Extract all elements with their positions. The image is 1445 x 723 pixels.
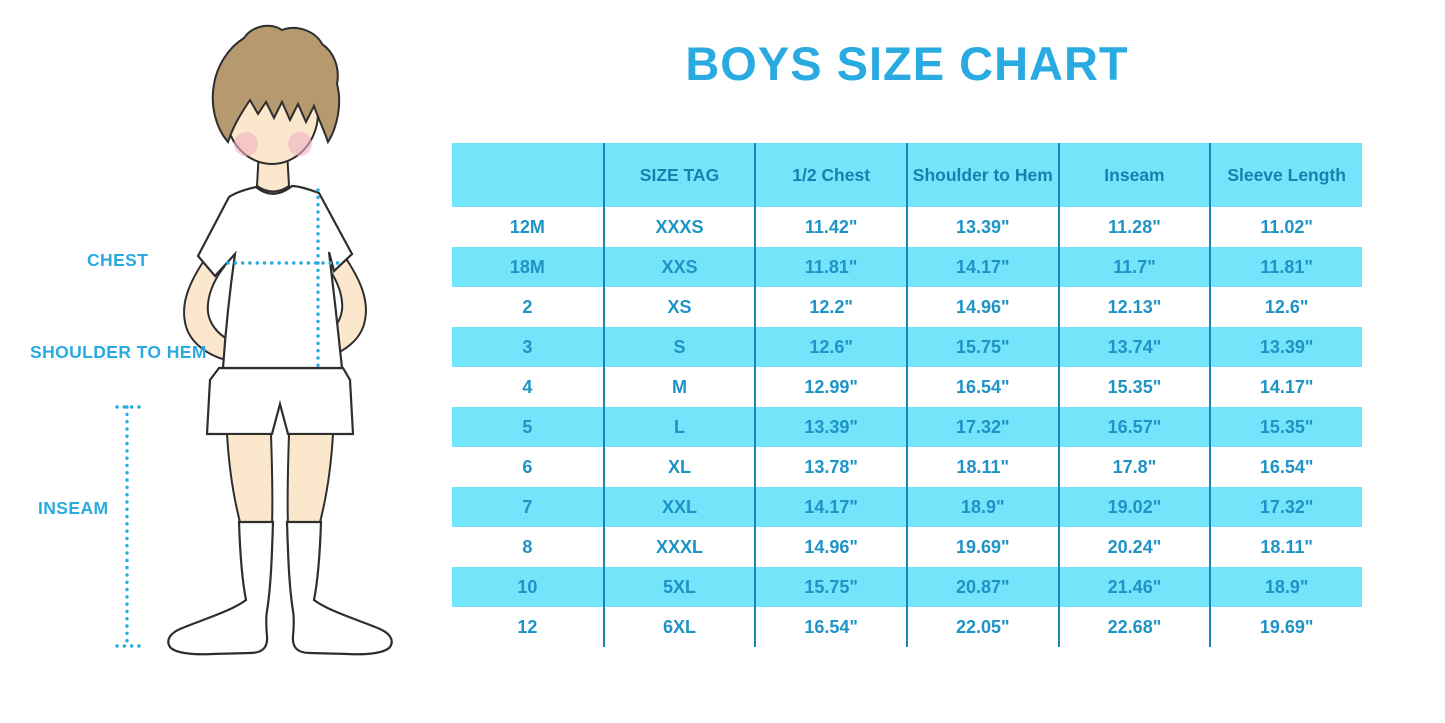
page-title: BOYS SIZE CHART (685, 37, 1129, 90)
table-cell: 16.54" (905, 367, 1059, 407)
table-row: 12 6XL 16.54" 22.05" 22.68" 19.69" (452, 607, 1362, 647)
table-cell: 16.54" (754, 607, 907, 647)
table-cell: 5 (452, 407, 604, 447)
table-cell: 13.39" (1209, 327, 1362, 367)
table-row: 2 XS 12.2" 14.96" 12.13" 12.6" (452, 287, 1362, 327)
table-cell: 22.68" (1057, 607, 1211, 647)
table-cell: 10 (452, 567, 604, 607)
table-cell: 2 (452, 287, 604, 327)
table-cell: 18.11" (905, 447, 1059, 487)
table-cell: 16.57" (1057, 407, 1211, 447)
table-cell: 20.24" (1057, 527, 1211, 567)
table-cell: XS (602, 287, 756, 327)
table-cell: 19.69" (1209, 607, 1362, 647)
table-cell: 14.17" (754, 487, 907, 527)
table-cell: L (602, 407, 756, 447)
table-cell: 16.54" (1209, 447, 1362, 487)
table-cell: 13.39" (754, 407, 907, 447)
table-cell: 12.6" (1209, 287, 1362, 327)
table-row: 5 L 13.39" 17.32" 16.57" 15.35" (452, 407, 1362, 447)
table-row: 6 XL 13.78" 18.11" 17.8" 16.54" (452, 447, 1362, 487)
header-row: SIZE TAG 1/2 Chest Shoulder to Hem Insea… (452, 143, 1362, 207)
table-cell: 18.9" (1209, 567, 1362, 607)
table-cell: 5XL (602, 567, 756, 607)
boy-illustration (115, 24, 393, 656)
size-chart-table: SIZE TAG 1/2 Chest Shoulder to Hem Insea… (452, 143, 1362, 647)
table-cell: 18M (452, 247, 604, 287)
table-row: 10 5XL 15.75" 20.87" 21.46" 18.9" (452, 567, 1362, 607)
table-cell: 15.35" (1209, 407, 1362, 447)
size-table-header: SIZE TAG 1/2 Chest Shoulder to Hem Insea… (452, 143, 1362, 207)
table-cell: 11.81" (754, 247, 907, 287)
table-cell: 12 (452, 607, 604, 647)
header-cell-size (452, 143, 604, 207)
table-cell: 21.46" (1057, 567, 1211, 607)
table-cell: 12.2" (754, 287, 907, 327)
table-cell: XXS (602, 247, 756, 287)
table-cell: 11.28" (1057, 207, 1211, 247)
table-cell: 12M (452, 207, 604, 247)
table-cell: 18.11" (1209, 527, 1362, 567)
table-cell: 11.42" (754, 207, 907, 247)
measurement-figure: CHEST SHOULDER TO HEM INSEAM (0, 0, 460, 723)
table-cell: 14.96" (754, 527, 907, 567)
table-cell: 13.39" (905, 207, 1059, 247)
table-cell: XXXS (602, 207, 756, 247)
table-cell: 15.75" (754, 567, 907, 607)
table-cell: 19.69" (905, 527, 1059, 567)
header-cell-size-tag: SIZE TAG (602, 143, 756, 207)
table-cell: 17.8" (1057, 447, 1211, 487)
table-cell: 14.96" (905, 287, 1059, 327)
table-cell: 14.17" (905, 247, 1059, 287)
table-row: 3 S 12.6" 15.75" 13.74" 13.39" (452, 327, 1362, 367)
table-cell: S (602, 327, 756, 367)
table-cell: 14.17" (1209, 367, 1362, 407)
shoulder-to-hem-label: SHOULDER TO HEM (30, 342, 207, 362)
chest-label: CHEST (87, 250, 149, 270)
size-table-body: 12M XXXS 11.42" 13.39" 11.28" 11.02" 18M XXS 11.… (452, 207, 1362, 647)
table-cell: 4 (452, 367, 604, 407)
table-cell: 11.7" (1057, 247, 1211, 287)
table-cell: 3 (452, 327, 604, 367)
table-cell: 15.75" (905, 327, 1059, 367)
table-cell: 6XL (602, 607, 756, 647)
table-cell: 19.02" (1057, 487, 1211, 527)
table-cell: 8 (452, 527, 604, 567)
table-cell: XXXL (602, 527, 756, 567)
table-row: 18M XXS 11.81" 14.17" 11.7" 11.81" (452, 247, 1362, 287)
table-cell: 22.05" (905, 607, 1059, 647)
table-row: 12M XXXS 11.42" 13.39" 11.28" 11.02" (452, 207, 1362, 247)
table-cell: 12.99" (754, 367, 907, 407)
table-cell: 20.87" (905, 567, 1059, 607)
header-cell-inseam: Inseam (1057, 143, 1211, 207)
table-cell: 11.81" (1209, 247, 1362, 287)
table-cell: 17.32" (905, 407, 1059, 447)
table-cell: XL (602, 447, 756, 487)
table-cell: 13.78" (754, 447, 907, 487)
table-cell: 17.32" (1209, 487, 1362, 527)
table-cell: 6 (452, 447, 604, 487)
inseam-label: INSEAM (38, 498, 109, 518)
table-cell: 18.9" (905, 487, 1059, 527)
table-cell: 15.35" (1057, 367, 1211, 407)
table-cell: 11.02" (1209, 207, 1362, 247)
table-cell: 7 (452, 487, 604, 527)
table-cell: 13.74" (1057, 327, 1211, 367)
header-cell-sleeve-length: Sleeve Length (1209, 143, 1362, 207)
table-row: 4 M 12.99" 16.54" 15.35" 14.17" (452, 367, 1362, 407)
table-cell: XXL (602, 487, 756, 527)
table-row: 8 XXXL 14.96" 19.69" 20.24" 18.11" (452, 527, 1362, 567)
header-cell-shoulder-to-hem: Shoulder to Hem (905, 143, 1059, 207)
table-row: 7 XXL 14.17" 18.9" 19.02" 17.32" (452, 487, 1362, 527)
table-cell: M (602, 367, 756, 407)
table-cell: 12.6" (754, 327, 907, 367)
header-cell-half-chest: 1/2 Chest (754, 143, 907, 207)
table-cell: 12.13" (1057, 287, 1211, 327)
